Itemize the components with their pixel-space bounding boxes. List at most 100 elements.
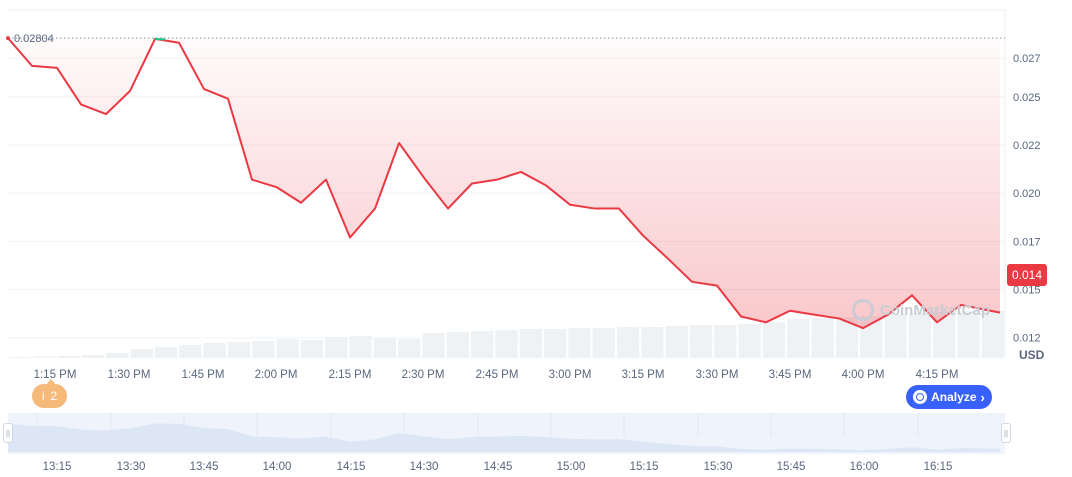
analyze-button[interactable]: Analyze ›	[906, 385, 992, 409]
currency-label: USD	[1019, 348, 1045, 362]
price-area	[8, 37, 1005, 329]
volume-bar	[592, 328, 615, 358]
y-axis: 0.027 0.025 0.022 0.020 0.017 0.015 0.012 USD	[1013, 53, 1045, 362]
volume-bar	[33, 356, 56, 358]
current-price-tag: 0.014	[1007, 264, 1047, 286]
y-tick-label: 0.020	[1013, 188, 1041, 200]
y-tick-label: 0.017	[1013, 236, 1041, 248]
volume-bar	[835, 317, 859, 358]
events-count: 2	[50, 389, 58, 403]
navigator-area	[8, 423, 1000, 452]
navigator-tick-label: 13:30	[117, 461, 146, 473]
volume-bar	[398, 339, 421, 358]
navigator-right-handle[interactable]: ||	[1001, 423, 1011, 443]
volume-bar	[762, 322, 786, 358]
coinmarketcap-logo-icon	[852, 299, 874, 321]
analyze-label: Analyze	[931, 390, 977, 404]
x-tick-label: 4:00 PM	[842, 369, 885, 381]
x-tick-label: 2:15 PM	[329, 369, 372, 381]
volume-bar	[568, 328, 591, 358]
navigator-tick-label: 15:45	[777, 461, 806, 473]
x-tick-label: 1:45 PM	[182, 369, 225, 381]
x-tick-label: 4:15 PM	[916, 369, 959, 381]
volume-bar	[543, 329, 567, 358]
navigator-tick-label: 14:15	[337, 461, 366, 473]
x-tick-label: 3:30 PM	[696, 369, 739, 381]
volume-bar	[981, 311, 1004, 358]
volume-bars	[9, 311, 1004, 358]
open-price-marker	[6, 36, 10, 41]
volume-bar	[689, 325, 713, 358]
navigator-tick-label: 14:45	[484, 461, 513, 473]
watermark-text: CoinMarketCap	[880, 301, 991, 319]
navigator-tick-label: 15:00	[557, 461, 586, 473]
volume-bar	[130, 349, 153, 358]
events-badge[interactable]: i 2	[32, 379, 67, 408]
volume-bar	[933, 312, 956, 358]
volume-bar	[179, 345, 202, 358]
navigator[interactable]: 13:15 13:30 13:45 14:00 14:15 14:30 14:45 15:00…	[8, 413, 1005, 473]
navigator-tick-label: 14:30	[410, 461, 439, 473]
volume-bar	[811, 318, 834, 358]
volume-bar	[665, 326, 688, 358]
volume-bar	[349, 336, 372, 358]
chevron-right-icon: ›	[980, 389, 985, 405]
x-tick-label: 3:00 PM	[549, 369, 592, 381]
volume-bar	[884, 314, 907, 358]
volume-bar	[81, 355, 105, 358]
volume-bar	[519, 329, 542, 358]
volume-bar	[252, 341, 275, 358]
x-tick-label: 3:15 PM	[622, 369, 665, 381]
y-tick-label: 0.015	[1013, 285, 1041, 297]
volume-bar	[471, 331, 494, 358]
x-axis: 1:15 PM 1:30 PM 1:45 PM 2:00 PM 2:15 PM 2:30 …	[34, 369, 959, 381]
navigator-tick-label: 13:15	[43, 461, 72, 473]
volume-bar	[154, 347, 178, 358]
volume-bar	[787, 319, 810, 358]
price-line-path	[7, 37, 1001, 330]
volume-bar	[738, 324, 761, 358]
x-tick-label: 2:45 PM	[476, 369, 519, 381]
volume-bar	[325, 337, 348, 358]
volume-bar	[203, 343, 226, 358]
volume-bar	[641, 327, 664, 358]
volume-bar	[957, 311, 980, 358]
y-tick-label: 0.022	[1013, 140, 1041, 152]
volume-bar	[373, 338, 397, 358]
y-tick-label: 0.012	[1013, 333, 1041, 345]
y-tick-label: 0.025	[1013, 92, 1041, 104]
price-line: 0.02804	[6, 33, 1001, 330]
price-line-up-segment	[154, 37, 166, 41]
analyze-logo-icon	[913, 390, 928, 404]
volume-bar	[495, 330, 518, 358]
navigator-tick-label: 15:15	[630, 461, 659, 473]
y-tick-label: 0.027	[1013, 53, 1041, 65]
volume-bar	[446, 332, 470, 358]
volume-bar	[714, 325, 737, 358]
volume-bar	[422, 333, 445, 358]
navigator-tick-label: 16:15	[924, 461, 953, 473]
x-tick-label: 1:30 PM	[108, 369, 151, 381]
navigator-tick-label: 13:45	[190, 461, 219, 473]
x-tick-label: 3:45 PM	[769, 369, 812, 381]
navigator-tick-label: 16:00	[850, 461, 879, 473]
volume-bar	[106, 353, 129, 358]
volume-bar	[908, 313, 932, 358]
navigator-tick-label: 15:30	[704, 461, 733, 473]
current-price-label: 0.014	[1011, 268, 1043, 282]
x-tick-label: 1:15 PM	[34, 369, 77, 381]
x-tick-label: 2:00 PM	[255, 369, 298, 381]
price-area-fill	[8, 38, 1000, 329]
open-price-label: 0.02804	[14, 33, 54, 45]
navigator-left-handle[interactable]: ||	[3, 423, 13, 443]
volume-bar	[57, 356, 80, 358]
volume-bar	[616, 327, 640, 358]
watermark: CoinMarketCap	[852, 299, 990, 321]
navigator-tick-label: 14:00	[263, 461, 292, 473]
volume-bar	[227, 342, 251, 358]
volume-bar	[9, 357, 32, 358]
info-icon: i	[41, 389, 45, 403]
x-tick-label: 2:30 PM	[402, 369, 445, 381]
volume-bar	[276, 339, 299, 358]
